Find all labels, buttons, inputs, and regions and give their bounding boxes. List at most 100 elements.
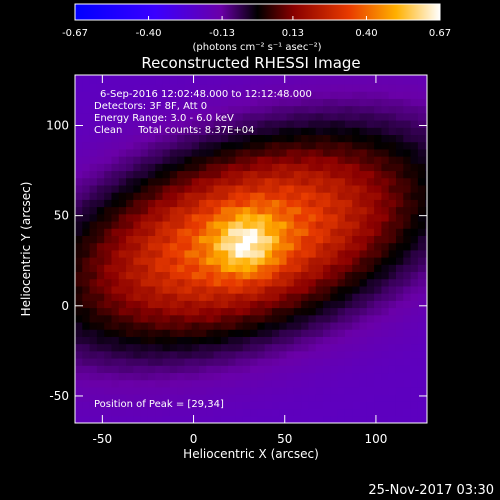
heatmap-cell (344, 120, 353, 128)
heatmap-cell (169, 206, 178, 215)
heatmap-cell (425, 134, 427, 143)
heatmap-cell (155, 379, 164, 388)
heatmap-cell (228, 213, 236, 222)
heatmap-cell (257, 120, 266, 128)
heatmap-cell (213, 112, 222, 121)
heatmap-cell (395, 358, 404, 366)
heatmap-cell (184, 372, 193, 381)
heatmap-cell (162, 314, 171, 323)
heatmap-cell (169, 394, 178, 402)
heatmap-cell (242, 242, 251, 251)
heatmap-cell (155, 120, 164, 128)
heatmap-cell (155, 293, 164, 301)
heatmap-cell (235, 98, 244, 107)
heatmap-cell (330, 170, 339, 179)
heatmap-cell (257, 112, 266, 121)
x-axis-label: Heliocentric X (arcsec) (183, 447, 319, 461)
heatmap-cell (308, 75, 317, 78)
heatmap-cell (271, 394, 280, 402)
heatmap-cell (147, 120, 156, 128)
heatmap-cell (279, 91, 288, 99)
heatmap-cell (140, 386, 149, 395)
heatmap-cell (111, 156, 120, 164)
heatmap-cell (417, 242, 426, 251)
heatmap-cell (286, 379, 295, 388)
heatmap-cell (359, 134, 368, 143)
heatmap-cell (344, 394, 353, 402)
heatmap-cell (126, 386, 134, 395)
heatmap-cell (140, 98, 149, 107)
heatmap-cell (308, 134, 317, 143)
heatmap-cell (374, 120, 382, 128)
heatmap-cell (169, 221, 178, 229)
heatmap-cell (293, 379, 302, 388)
heatmap-cell (279, 105, 288, 114)
heatmap-cell (155, 278, 164, 287)
heatmap-cell (352, 379, 361, 388)
heatmap-cell (366, 329, 375, 337)
heatmap-cell (199, 322, 207, 330)
heatmap-cell (126, 401, 134, 410)
heatmap-cell (82, 365, 91, 374)
heatmap-cell (162, 134, 171, 143)
heatmap-cell (126, 98, 134, 107)
heatmap-cell (111, 141, 120, 150)
heatmap-cell (147, 148, 156, 157)
heatmap-cell (395, 329, 404, 337)
heatmap-cell (177, 112, 185, 121)
heatmap-cell (140, 235, 149, 244)
heatmap-cell (126, 365, 134, 374)
heatmap-cell (323, 148, 331, 157)
heatmap-cell (75, 84, 83, 92)
heatmap-cell (417, 221, 426, 229)
heatmap-cell (104, 322, 112, 330)
heatmap-cell (242, 401, 251, 410)
heatmap-cell (133, 184, 142, 193)
heatmap-cell (250, 242, 258, 251)
heatmap-cell (417, 350, 426, 359)
heatmap-cell (410, 300, 419, 309)
heatmap-cell (89, 98, 98, 107)
heatmap-cell (126, 264, 134, 273)
heatmap-cell (366, 386, 375, 395)
heatmap-cell (177, 307, 185, 316)
heatmap-cell (308, 177, 317, 186)
heatmap-cell (410, 184, 419, 193)
heatmap-cell (206, 285, 215, 294)
heatmap-cell (133, 343, 142, 352)
heatmap-cell (308, 112, 317, 121)
heatmap-cell (388, 170, 397, 179)
heatmap-cell (104, 148, 112, 157)
heatmap-cell (323, 358, 331, 366)
heatmap-cell (381, 365, 390, 374)
heatmap-cell (82, 314, 91, 323)
heatmap-cell (352, 358, 361, 366)
heatmap-cell (184, 350, 193, 359)
heatmap-cell (199, 120, 207, 128)
heatmap-cell (220, 221, 229, 229)
heatmap-cell (184, 199, 193, 208)
heatmap-cell (118, 112, 127, 121)
heatmap-cell (75, 415, 83, 423)
heatmap-cell (228, 314, 236, 323)
heatmap-cell (155, 386, 164, 395)
heatmap-cell (352, 401, 361, 410)
heatmap-cell (213, 322, 222, 330)
heatmap-cell (206, 221, 215, 229)
heatmap-cell (184, 343, 193, 352)
heatmap-cell (410, 221, 419, 229)
heatmap-cell (301, 408, 309, 417)
heatmap-cell (344, 75, 353, 78)
heatmap-cell (417, 91, 426, 99)
heatmap-cell (162, 343, 171, 352)
heatmap-cell (425, 257, 427, 265)
heatmap-cell (293, 314, 302, 323)
heatmap-cell (250, 271, 258, 280)
heatmap-cell (257, 394, 266, 402)
heatmap-cell (264, 307, 273, 316)
heatmap-cell (315, 401, 324, 410)
heatmap-cell (118, 98, 127, 107)
heatmap-cell (330, 127, 339, 136)
heatmap-cell (395, 177, 404, 186)
